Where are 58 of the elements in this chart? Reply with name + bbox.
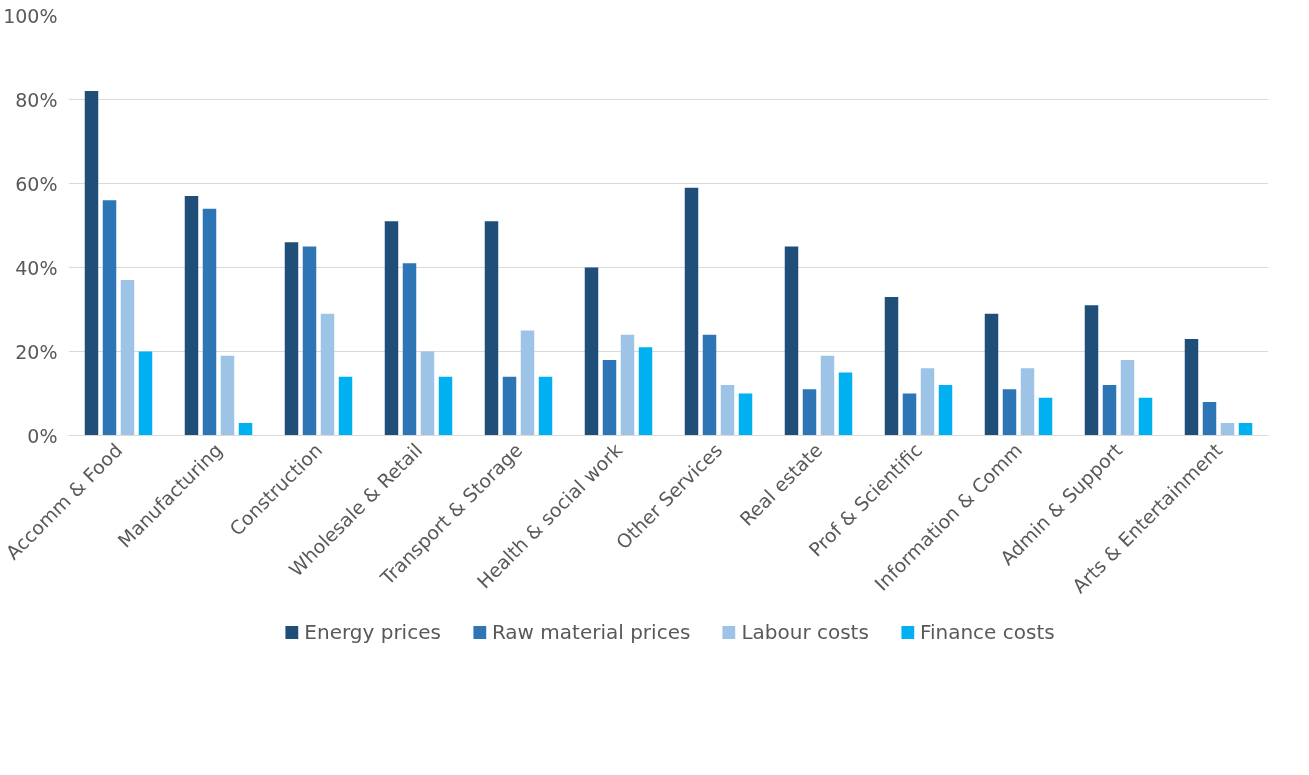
bar (120, 280, 135, 436)
bar (138, 351, 153, 436)
bar (520, 330, 535, 436)
y-tick-label: 20% (15, 340, 58, 363)
bar (384, 221, 399, 436)
bar (820, 355, 835, 436)
bar (184, 196, 199, 436)
bar (784, 246, 799, 436)
bar (102, 200, 117, 436)
bar (538, 376, 553, 436)
bar (402, 263, 417, 436)
bar (1038, 397, 1053, 436)
bar (320, 313, 335, 436)
y-tick-label: 80% (15, 88, 58, 111)
bar (1002, 389, 1017, 436)
legend-label: Energy prices (304, 620, 441, 644)
bar (584, 267, 599, 436)
bar (1084, 305, 1099, 436)
bar (638, 347, 653, 436)
bar (338, 376, 353, 436)
y-tick-label: 60% (15, 172, 58, 195)
bar (220, 355, 235, 436)
bar (84, 91, 99, 436)
bar (720, 385, 735, 436)
bar (238, 422, 253, 436)
bar (838, 372, 853, 436)
bar (684, 187, 699, 436)
bar (302, 246, 317, 436)
bar (420, 351, 435, 436)
bar (702, 334, 717, 436)
bar (484, 221, 499, 436)
y-tick-label: 40% (15, 256, 58, 279)
bar (1102, 385, 1117, 436)
bar (938, 385, 953, 436)
bar (1120, 359, 1135, 436)
bar (1202, 401, 1217, 436)
bar (1220, 422, 1235, 436)
bar (1138, 397, 1153, 436)
bar (502, 376, 517, 436)
legend-label: Raw material prices (491, 620, 691, 644)
bar (1238, 422, 1253, 436)
bar (1184, 338, 1199, 436)
bar (620, 334, 635, 436)
bar (802, 389, 817, 436)
bar (602, 359, 617, 436)
legend-label: Labour costs (741, 620, 869, 644)
y-tick-label: 0% (27, 424, 58, 447)
bar (984, 313, 999, 436)
y-tick-label: 100% (3, 4, 58, 27)
bar (202, 208, 217, 436)
bar (1020, 368, 1035, 436)
bar (438, 376, 453, 436)
bar (738, 393, 753, 436)
bar (284, 242, 299, 436)
bar (884, 296, 899, 436)
bar (902, 393, 917, 436)
bar (920, 368, 935, 436)
legend-label: Finance costs (919, 620, 1055, 644)
